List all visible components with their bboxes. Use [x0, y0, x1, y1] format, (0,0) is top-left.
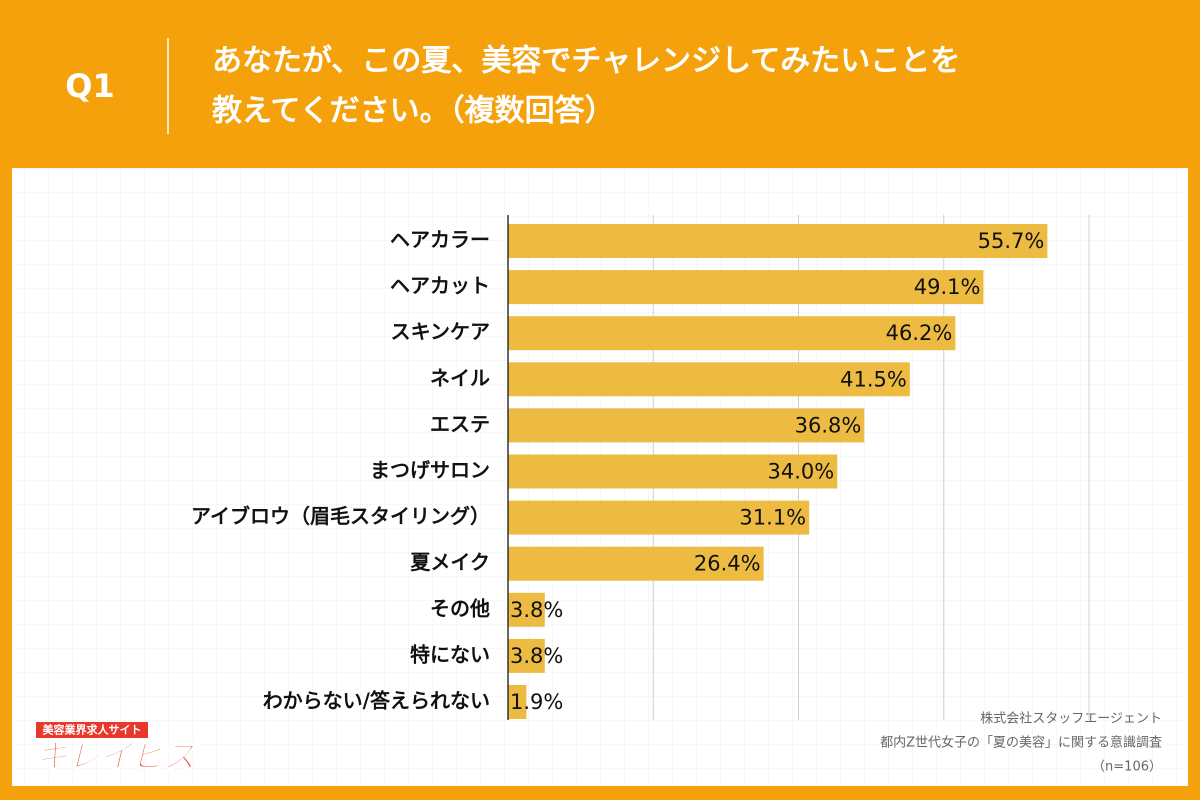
- category-label: アイブロウ（眉毛スタイリング）: [191, 504, 490, 528]
- source: 株式会社スタッフエージェント: [980, 711, 1162, 727]
- category-label: ヘアカット: [390, 274, 490, 298]
- category-label: 夏メイク: [410, 550, 490, 574]
- bar: [508, 224, 1048, 258]
- title-line: あなたが、この夏、美容でチャレンジしてみたいことを: [212, 44, 960, 79]
- category-label: ネイル: [430, 366, 490, 390]
- value-label: 41.5%: [840, 367, 907, 391]
- value-label: 3.8%: [510, 644, 563, 668]
- bar: [508, 316, 956, 351]
- category-label: 特にない: [410, 642, 490, 666]
- logo-name: キレイビズ: [36, 737, 201, 775]
- bar: [508, 454, 838, 489]
- question: Q1: [65, 67, 114, 105]
- bar: [508, 500, 810, 535]
- category-label: エステ: [430, 412, 490, 436]
- title-line: 教えてください。（複数回答）: [212, 94, 615, 129]
- value-label: 55.7%: [978, 229, 1045, 253]
- value-label: 46.2%: [886, 321, 953, 345]
- value-label: 3.8%: [510, 598, 563, 622]
- category-label: ヘアカラー: [390, 228, 490, 252]
- value-label: 31.1%: [739, 506, 806, 530]
- logo-tagline: 美容業界求人サイト: [43, 723, 142, 737]
- source: （n=106）: [1092, 760, 1162, 775]
- bar: [508, 592, 545, 627]
- category-label: スキンケア: [391, 320, 490, 344]
- bar: [508, 408, 865, 443]
- logo-banner: [36, 722, 148, 738]
- bar: [508, 638, 545, 673]
- value-label: 34.0%: [768, 460, 835, 484]
- source: 都内Z世代女子の「夏の美容」に関する意識調査: [880, 735, 1162, 751]
- bar: [508, 685, 527, 719]
- category-label: まつげサロン: [370, 458, 490, 482]
- value-label: 36.8%: [795, 413, 862, 437]
- value-label: 49.1%: [914, 275, 981, 299]
- category-label: わからない/答えられない: [263, 689, 490, 713]
- value-label: 1.9%: [510, 690, 563, 714]
- bar: [508, 362, 910, 397]
- category-label: その他: [430, 596, 490, 620]
- value-label: 26.4%: [694, 552, 761, 576]
- bar: [508, 270, 984, 305]
- bar: [508, 546, 764, 581]
